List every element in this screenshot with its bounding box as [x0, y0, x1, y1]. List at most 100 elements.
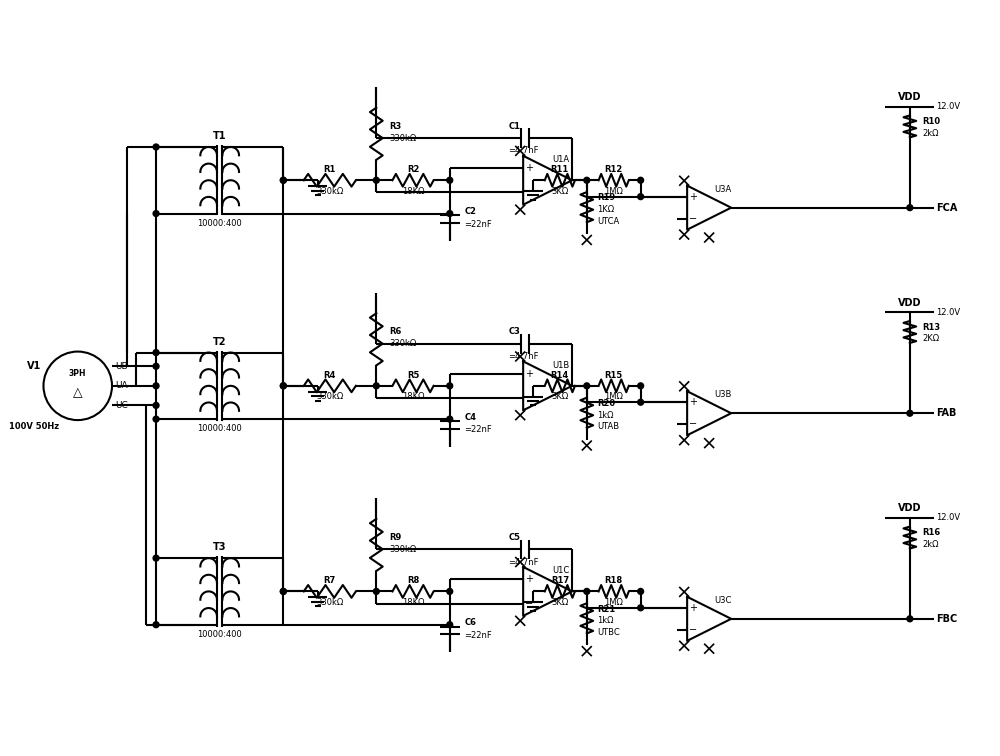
- Text: 1kΩ: 1kΩ: [598, 411, 614, 420]
- Text: 2KΩ: 2KΩ: [923, 334, 940, 343]
- Text: C6: C6: [464, 618, 476, 627]
- Text: 3KΩ: 3KΩ: [551, 392, 568, 401]
- Text: 330kΩ: 330kΩ: [389, 339, 416, 349]
- Text: R14: R14: [551, 370, 569, 380]
- Text: R3: R3: [389, 122, 401, 131]
- Circle shape: [907, 616, 913, 621]
- Text: 18KΩ: 18KΩ: [402, 392, 424, 401]
- Text: +: +: [689, 192, 697, 202]
- Circle shape: [447, 621, 453, 627]
- Circle shape: [280, 178, 286, 183]
- Circle shape: [153, 211, 159, 216]
- Text: R11: R11: [551, 165, 569, 174]
- Text: −: −: [525, 187, 533, 197]
- Circle shape: [584, 588, 590, 594]
- Text: C2: C2: [464, 207, 476, 216]
- Text: U3C: U3C: [714, 596, 731, 605]
- Text: −: −: [525, 599, 533, 609]
- Text: 330kΩ: 330kΩ: [316, 187, 343, 196]
- Text: R19: R19: [598, 194, 616, 203]
- Circle shape: [280, 178, 286, 183]
- Circle shape: [153, 364, 159, 369]
- Text: VDD: VDD: [898, 503, 922, 513]
- Text: −: −: [689, 625, 697, 635]
- Text: U1B: U1B: [553, 361, 570, 370]
- Text: V1: V1: [27, 361, 41, 371]
- Circle shape: [280, 588, 286, 594]
- Text: −: −: [689, 420, 697, 429]
- Text: R7: R7: [324, 576, 336, 585]
- Text: 1MΩ: 1MΩ: [604, 598, 623, 606]
- Text: 10000:400: 10000:400: [197, 424, 242, 433]
- Text: 3KΩ: 3KΩ: [551, 187, 568, 196]
- Text: 330kΩ: 330kΩ: [316, 598, 343, 606]
- Text: =22nF: =22nF: [464, 426, 492, 435]
- Text: UB: UB: [115, 362, 128, 370]
- Circle shape: [153, 383, 159, 389]
- Text: FAB: FAB: [936, 408, 957, 418]
- Text: R12: R12: [605, 165, 623, 174]
- Circle shape: [638, 399, 644, 405]
- Circle shape: [373, 588, 379, 594]
- Text: U3B: U3B: [714, 390, 731, 399]
- Text: R20: R20: [598, 399, 616, 408]
- Circle shape: [584, 383, 590, 389]
- Circle shape: [447, 417, 453, 422]
- Circle shape: [447, 211, 453, 216]
- Text: R16: R16: [923, 528, 941, 538]
- Text: +: +: [525, 574, 533, 584]
- Text: T3: T3: [213, 542, 226, 553]
- Circle shape: [447, 178, 453, 183]
- Text: 330kΩ: 330kΩ: [316, 392, 343, 401]
- Text: R4: R4: [324, 370, 336, 380]
- Circle shape: [447, 383, 453, 389]
- Text: C4: C4: [464, 413, 476, 422]
- Circle shape: [907, 205, 913, 211]
- Text: −: −: [525, 393, 533, 403]
- Text: R8: R8: [407, 576, 419, 585]
- Circle shape: [153, 555, 159, 561]
- Text: 10000:400: 10000:400: [197, 630, 242, 639]
- Circle shape: [584, 178, 590, 183]
- Text: T1: T1: [213, 132, 226, 141]
- Text: R2: R2: [407, 165, 419, 174]
- Text: 2kΩ: 2kΩ: [923, 129, 939, 138]
- Circle shape: [907, 411, 913, 417]
- Text: VDD: VDD: [898, 92, 922, 102]
- Text: UTBC: UTBC: [598, 628, 620, 637]
- Circle shape: [638, 383, 644, 389]
- Text: U3A: U3A: [714, 184, 731, 194]
- Text: R10: R10: [923, 117, 941, 126]
- Text: FCA: FCA: [936, 203, 958, 212]
- Circle shape: [373, 383, 379, 389]
- Circle shape: [373, 178, 379, 183]
- Text: C1: C1: [508, 122, 520, 131]
- Text: R6: R6: [389, 327, 401, 336]
- Text: 330kΩ: 330kΩ: [389, 134, 416, 143]
- Text: =22nF: =22nF: [464, 220, 492, 229]
- Text: R5: R5: [407, 370, 419, 380]
- Text: FBC: FBC: [936, 614, 958, 624]
- Text: 12.0V: 12.0V: [936, 308, 960, 317]
- Text: −: −: [689, 214, 697, 224]
- Circle shape: [153, 402, 159, 408]
- Circle shape: [638, 194, 644, 200]
- Text: +: +: [525, 163, 533, 173]
- Text: +: +: [689, 603, 697, 613]
- Text: +: +: [689, 397, 697, 407]
- Text: T2: T2: [213, 336, 226, 347]
- Circle shape: [153, 349, 159, 355]
- Text: 100V 50Hz: 100V 50Hz: [9, 423, 59, 432]
- Text: R17: R17: [551, 576, 569, 585]
- Text: C5: C5: [508, 533, 520, 542]
- Text: R9: R9: [389, 533, 401, 542]
- Circle shape: [153, 144, 159, 150]
- Text: 2kΩ: 2kΩ: [923, 540, 939, 549]
- Circle shape: [447, 588, 453, 594]
- Text: 10000:400: 10000:400: [197, 218, 242, 228]
- Text: 3PH: 3PH: [69, 369, 86, 377]
- Text: VDD: VDD: [898, 298, 922, 308]
- Text: 1kΩ: 1kΩ: [598, 616, 614, 625]
- Text: 12.0V: 12.0V: [936, 102, 960, 111]
- Text: R18: R18: [605, 576, 623, 585]
